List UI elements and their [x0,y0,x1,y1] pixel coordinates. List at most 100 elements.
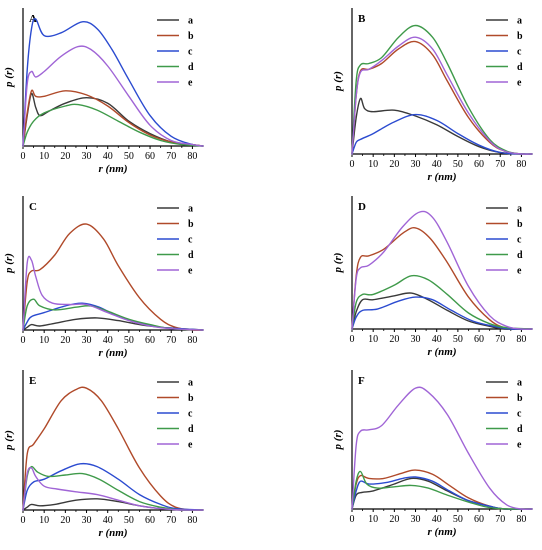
panel-b-series-e-line [351,36,533,155]
panel-c-x-tick-label: 80 [187,335,197,346]
panel-b-x-tick-label: 40 [432,159,442,170]
panel-f-x-tick-label: 50 [453,514,463,525]
panel-e-x-tick-label: 10 [39,515,49,526]
panel-a-series-b-line [22,89,204,147]
panel-d-x-tick-label: 20 [389,334,399,345]
panel-d-series-c-line [351,296,533,330]
panel-c-x-tick-label: 0 [21,335,26,346]
panel-c-x-tick-label: 50 [124,335,134,346]
panel-b-x-tick-label: 20 [389,159,399,170]
panel-a-x-tick-label: 70 [166,151,176,162]
panel-e-x-tick-label: 60 [145,515,155,526]
panel-f-legend-label-c: c [517,409,522,420]
panel-c-x-tick-label: 10 [39,335,49,346]
panel-f-x-tick-label: 40 [432,514,442,525]
panel-a-series-e-line [22,45,204,147]
panel-e-legend-label-d: d [188,424,194,435]
panel-d-x-tick-label: 30 [411,334,421,345]
panel-e-x-tick-label: 70 [166,515,176,526]
panel-d-x-tick-label: 60 [474,334,484,345]
panel-a-series-a-line [22,92,204,147]
panel-c-x-tick-label: 20 [60,335,70,346]
panel-d-series-b-line [351,227,533,330]
panel-e-x-tick-label: 80 [187,515,197,526]
panel-c-series-e-line [22,255,204,331]
panel-b-x-tick-label: 50 [453,159,463,170]
panel-c-legend-label-b: b [188,219,194,230]
panel-f-x-tick-label: 60 [474,514,484,525]
panel-d-x-tick-label: 0 [350,334,355,345]
panel-a-legend-label-c: c [188,47,193,58]
panel-b-letter: B [358,13,366,25]
panel-d-legend-label-d: d [517,250,523,261]
panel-a-x-tick-label: 80 [187,151,197,162]
panel-b-x-tick-label: 0 [350,159,355,170]
panel-b-x-tick-label: 80 [516,159,526,170]
panel-c-legend-label-d: d [188,250,194,261]
panel-a-x-tick-label: 30 [82,151,92,162]
panel-e-x-axis-label: r (nm) [98,527,127,539]
panel-a-series-c-line [22,18,204,147]
panel-d-x-tick-label: 50 [453,334,463,345]
panel-d-x-tick-label: 40 [432,334,442,345]
panel-f-legend-label-b: b [517,393,523,404]
panel-a-x-tick-label: 10 [39,151,49,162]
panel-c-x-tick-label: 40 [103,335,113,346]
panel-e-x-tick-label: 40 [103,515,113,526]
panel-e-y-axis-label: p (r) [3,430,15,451]
panel-e-x-tick-label: 0 [21,515,26,526]
panel-e-x-tick-label: 20 [60,515,70,526]
panel-d-series-d-line [351,274,533,330]
panel-b-x-tick-label: 70 [495,159,505,170]
panel-f-x-tick-label: 10 [368,514,378,525]
panel-a-legend-label-d: d [188,62,194,73]
panel-a-x-axis-label: r (nm) [98,163,127,175]
panel-b-series-c-line [351,113,533,155]
panel-e-x-tick-label: 30 [82,515,92,526]
panel-f-letter: F [358,375,365,387]
panel-e-x-tick-label: 50 [124,515,134,526]
panel-a-letter: A [29,13,37,25]
panel-f-legend-label-e: e [517,440,522,451]
panel-d-x-tick-label: 80 [516,334,526,345]
panel-a-legend-label-e: e [188,78,193,89]
panel-a-y-axis-label: p (r) [3,67,15,88]
panel-b-series-a-line [351,97,533,155]
panel-b-legend-label-b: b [517,31,523,42]
panel-c-x-tick-label: 30 [82,335,92,346]
panel-d-legend-label-e: e [517,266,522,277]
panel-b-legend-label-c: c [517,47,522,58]
panel-c-x-tick-label: 60 [145,335,155,346]
panel-a-x-tick-label: 40 [103,151,113,162]
panel-c-series-b-line [22,223,204,331]
panel-f-x-tick-label: 30 [411,514,421,525]
panel-b-x-tick-label: 60 [474,159,484,170]
panel-c-x-axis-label: r (nm) [98,347,127,359]
panel-b-y-axis-label: p (r) [332,71,344,92]
panel-d-x-tick-label: 70 [495,334,505,345]
panel-b-legend-label-d: d [517,62,523,73]
panel-e-legend-label-e: e [188,440,193,451]
panel-b-series-d-line [351,24,533,155]
panel-e-series-c-line [22,462,204,511]
panel-d-legend-label-a: a [517,204,522,215]
panel-a-series-d-line [22,103,204,147]
panel-f-series-c-line [351,476,533,510]
panel-b-x-axis-label: r (nm) [427,171,456,183]
panel-e-legend-label-c: c [188,409,193,420]
panel-a-x-tick-label: 20 [60,151,70,162]
panel-c-letter: C [29,201,37,213]
panel-c-series-d-line [22,298,204,331]
panel-e-legend-label-b: b [188,393,194,404]
panel-f-legend-label-d: d [517,424,523,435]
panel-c-legend-label-e: e [188,266,193,277]
panel-a-x-tick-label: 60 [145,151,155,162]
panel-c-series-c-line [22,302,204,331]
panel-d-x-tick-label: 10 [368,334,378,345]
panel-f-x-tick-label: 80 [516,514,526,525]
